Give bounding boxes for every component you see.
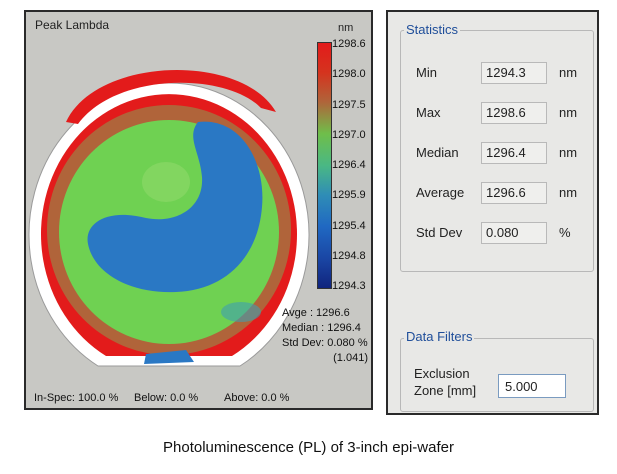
scale-label: 1294.3 (332, 280, 366, 292)
stat-label-average: Average (416, 185, 465, 200)
stat-value-min: 1294.3 (481, 62, 547, 84)
data-filters-group (400, 338, 594, 412)
map-summary: Avge : 1296.6 Median : 1296.4 Std Dev: 0… (282, 306, 370, 366)
stat-value-max: 1298.6 (481, 102, 547, 124)
stat-label-max: Max (416, 105, 441, 120)
stat-unit-max: nm (559, 105, 578, 120)
avge-line: Avge : 1296.6 (282, 306, 370, 321)
statistics-title: Statistics (404, 22, 461, 37)
above-text: Above: 0.0 % (224, 392, 290, 404)
avge-value: : 1296.6 (309, 307, 350, 319)
median-label: Median (282, 322, 319, 334)
scale-unit: nm (338, 22, 354, 34)
stat-unit-stddev: % (559, 225, 571, 240)
stddev-line: Std Dev: 0.080 % (282, 336, 370, 351)
stat-label-median: Median (416, 145, 459, 160)
stat-unit-average: nm (559, 185, 578, 200)
scale-label: 1297.0 (332, 128, 366, 141)
exclusion-label-line1: Exclusion (414, 366, 470, 381)
inspec-text: In-Spec: 100.0 % (34, 392, 119, 404)
zone-speckle (142, 162, 190, 202)
below-text: Below: 0.0 % (134, 392, 199, 404)
statistics-group (400, 30, 594, 272)
data-filters-title: Data Filters (404, 329, 475, 344)
stddev-label: Std Dev (282, 337, 322, 349)
stat-value-median: 1296.4 (481, 142, 547, 164)
scale-label: 1295.4 (332, 219, 366, 232)
avge-label: Avge (282, 307, 307, 319)
stddev-value: : 0.080 % (321, 337, 368, 349)
stddev-extra: (1.041) (333, 352, 368, 364)
zone-blue (87, 121, 263, 293)
stat-label-min: Min (416, 65, 437, 80)
scale-label: 1297.5 (332, 98, 366, 111)
scale-label: 1295.9 (332, 189, 366, 202)
stat-unit-median: nm (559, 145, 578, 160)
color-scale-labels: 1298.6 1298.0 1297.5 1297.0 1296.4 1295.… (332, 38, 372, 292)
scale-label: 1294.8 (332, 249, 366, 262)
stat-value-average: 1296.6 (481, 182, 547, 204)
exclusion-zone-label: Exclusion Zone [mm] (414, 365, 484, 399)
figure-caption: Photoluminescence (PL) of 3-inch epi-waf… (163, 439, 454, 456)
median-value: : 1296.4 (321, 322, 361, 334)
zone-notch (144, 350, 194, 364)
map-title: Peak Lambda (35, 18, 110, 32)
stat-value-stddev: 0.080 (481, 222, 547, 244)
exclusion-zone-input[interactable] (498, 374, 566, 398)
median-line: Median : 1296.4 (282, 321, 370, 336)
color-scale-bar (317, 42, 332, 289)
stat-label-stddev: Std Dev (416, 225, 463, 240)
wafer-map-panel: Peak Lambda nm 1298.6 1298.0 1297.5 1297… (24, 10, 373, 410)
statistics-panel: Statistics Min 1294.3 nm Max 1298.6 nm M… (386, 10, 599, 415)
wafer-map (28, 69, 310, 367)
zone-speckle (221, 302, 261, 322)
stat-unit-min: nm (559, 65, 578, 80)
exclusion-label-line2: Zone [mm] (414, 383, 477, 398)
zone-rim-top (66, 69, 276, 124)
scale-label: 1296.4 (332, 159, 366, 171)
scale-label: 1298.6 (332, 38, 366, 50)
scale-label: 1298.0 (332, 68, 366, 81)
